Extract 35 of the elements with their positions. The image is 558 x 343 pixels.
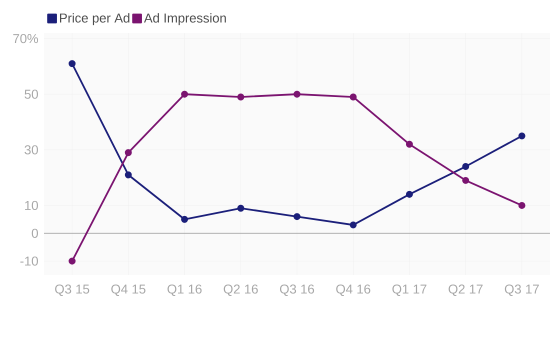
y-tick-label: 30 (24, 145, 38, 154)
point (237, 204, 244, 212)
y-tick-label: 50 (24, 90, 38, 99)
point (68, 60, 76, 68)
point (518, 132, 526, 140)
x-tick-label: Q3 17 (504, 284, 539, 296)
y-tick-label: 70% (13, 34, 38, 44)
point (237, 93, 244, 100)
point (124, 149, 132, 156)
point (406, 140, 413, 148)
legend-label: Ad Impression (144, 13, 226, 26)
point (518, 202, 526, 209)
point (294, 90, 300, 98)
point (181, 90, 188, 98)
point (124, 171, 132, 178)
point (68, 258, 76, 265)
y-tick-label: -10 (20, 256, 38, 266)
point (406, 190, 413, 198)
x-tick-label: Q3 16 (280, 284, 314, 296)
point (181, 216, 188, 223)
point (462, 163, 470, 170)
legend-label: Price per Ad (60, 13, 130, 26)
x-tick-label: Q4 15 (111, 284, 146, 296)
x-tick-label: Q1 17 (392, 284, 426, 296)
x-tick-label: Q2 17 (448, 284, 483, 296)
x-tick-label: Q4 16 (336, 284, 370, 296)
point (462, 176, 470, 184)
x-tick-label: Q3 15 (55, 284, 90, 296)
x-tick-label: Q2 16 (224, 284, 258, 296)
x-tick-label: Q1 16 (168, 284, 202, 296)
y-tick-label: 0 (32, 228, 38, 238)
point (350, 221, 357, 228)
point (350, 93, 357, 100)
point (294, 213, 300, 220)
y-tick-label: 10 (25, 200, 38, 210)
